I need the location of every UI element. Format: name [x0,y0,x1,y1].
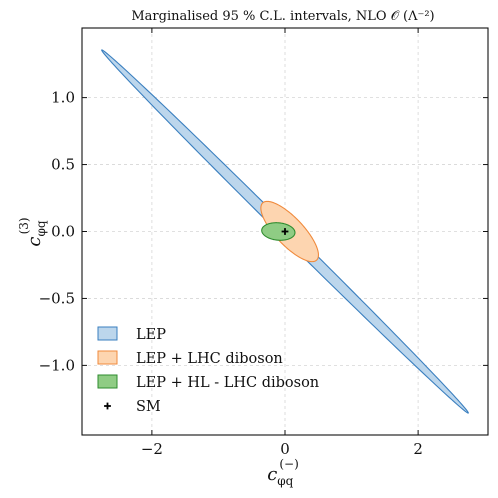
legend-swatch-lep [97,326,118,341]
legend-label-lep: LEP [136,327,166,343]
x-axis-label-base: c [267,464,277,485]
legend-swatch-lep-lhc-diboson [97,350,118,365]
x-tick-label-2: 2 [413,440,423,458]
y-tick-label-4: −1.0 [39,356,75,374]
chart-title: Marginalised 95 % C.L. intervals, NLO 𝒪 … [131,9,434,24]
y-axis-label-group: cφq(3) [17,217,48,246]
ticks: −2 0 2 1.0 0.5 0.0 −0.5 −1.0 [39,28,488,458]
legend-label-sm: SM [136,399,161,415]
y-axis-label-sup: (3) [17,217,31,234]
y-axis-label-sub: φq [34,220,48,236]
y-tick-label-3: −0.5 [39,289,75,307]
series-layer [101,49,469,414]
x-tick-label-0: −2 [141,440,163,458]
y-tick-label-0: 1.0 [51,89,75,107]
x-axis-label-sub: φq [277,474,293,488]
y-tick-label-1: 0.5 [51,156,75,174]
y-axis-label: cφq(3) [17,217,48,246]
x-axis-label: cφq (−) [267,457,299,488]
y-tick-label-2: 0.0 [51,223,75,241]
legend: LEP LEP + LHC diboson LEP + HL - LHC dibos… [97,326,319,415]
legend-label-lep-hl-lhc-diboson: LEP + HL - LHC diboson [136,375,319,391]
x-axis-label-sup: (−) [279,457,298,471]
legend-swatch-lep-hl-lhc-diboson [97,374,118,389]
legend-label-lep-lhc-diboson: LEP + LHC diboson [136,351,283,367]
legend-marker-sm [104,402,111,410]
ellipse-lep-hl-lhc-diboson [261,222,296,241]
x-tick-label-1: 0 [280,440,290,458]
y-axis-label-base: c [24,237,45,247]
marker-sm [281,228,289,235]
